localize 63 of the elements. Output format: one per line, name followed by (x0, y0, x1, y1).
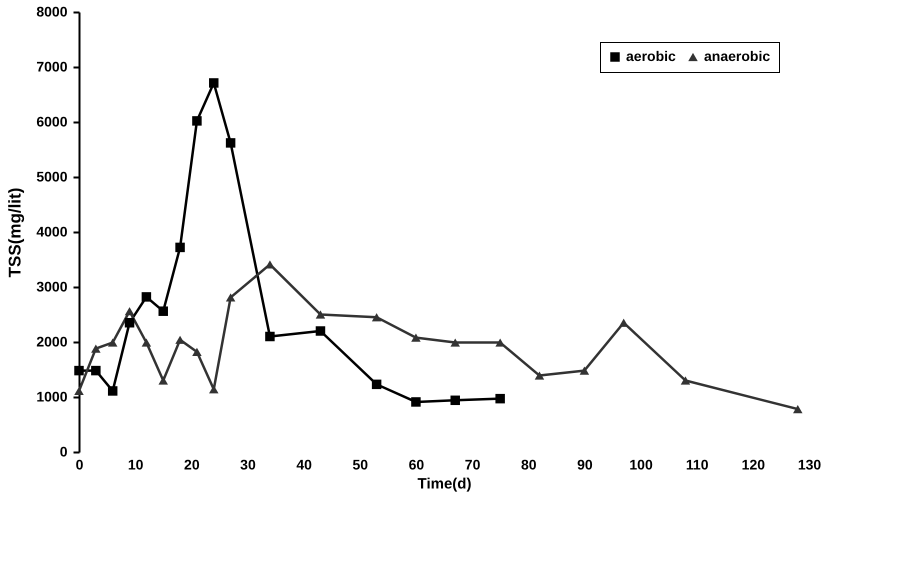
x-tick-label: 70 (464, 456, 481, 472)
y-tick-label: 3000 (36, 278, 68, 294)
point (209, 78, 219, 88)
point (108, 386, 118, 396)
x-tick-label: 90 (577, 456, 593, 472)
point (372, 380, 382, 390)
point (534, 371, 544, 380)
y-tick-label: 0 (60, 444, 68, 460)
x-tick-label: 130 (798, 456, 822, 472)
point (316, 326, 326, 336)
point (265, 260, 275, 269)
point (158, 376, 168, 385)
y-tick-label: 6000 (36, 114, 68, 130)
point (124, 307, 134, 316)
point (74, 366, 84, 376)
legend-label: aerobic (626, 48, 676, 64)
point (175, 242, 185, 252)
y-tick-label: 7000 (36, 58, 68, 74)
point (372, 313, 382, 322)
point (124, 318, 134, 328)
point (793, 404, 803, 414)
x-tick-label: 100 (629, 456, 653, 472)
point (74, 386, 84, 396)
x-tick-label: 0 (76, 456, 84, 472)
point (450, 338, 460, 347)
x-tick-label: 120 (742, 456, 766, 472)
point (142, 292, 152, 302)
point (618, 318, 628, 327)
point (192, 116, 202, 126)
point (142, 338, 152, 347)
point (495, 338, 505, 347)
y-tick-label: 8000 (36, 4, 68, 20)
legend-label: anaerobic (704, 48, 770, 64)
point (91, 344, 101, 353)
point (411, 333, 421, 342)
x-tick-label: 10 (128, 456, 144, 472)
y-tick-label: 5000 (36, 168, 68, 184)
x-tick-label: 60 (408, 456, 424, 472)
point (680, 376, 690, 385)
point (91, 366, 101, 376)
point (411, 397, 421, 407)
x-tick-label: 110 (686, 456, 709, 472)
y-tick-label: 1000 (36, 388, 68, 404)
y-tick-label: 4000 (36, 224, 68, 240)
x-tick-label: 20 (184, 456, 200, 472)
point (495, 394, 505, 404)
point (580, 366, 590, 375)
point (316, 310, 326, 319)
point (226, 138, 236, 148)
point (450, 396, 460, 406)
x-tick-label: 50 (352, 456, 368, 472)
point (192, 348, 202, 356)
point (108, 338, 118, 347)
point (226, 293, 236, 302)
x-tick-label: 30 (240, 456, 256, 472)
x-axis-title: Time(d) (418, 476, 472, 492)
y-axis-title: TSS(mg/lit) (5, 188, 24, 278)
point (175, 336, 185, 344)
y-tick-label: 2000 (36, 334, 68, 350)
point (158, 306, 168, 316)
point (265, 332, 275, 342)
x-tick-label: 40 (296, 456, 312, 472)
x-tick-label: 80 (520, 456, 537, 472)
